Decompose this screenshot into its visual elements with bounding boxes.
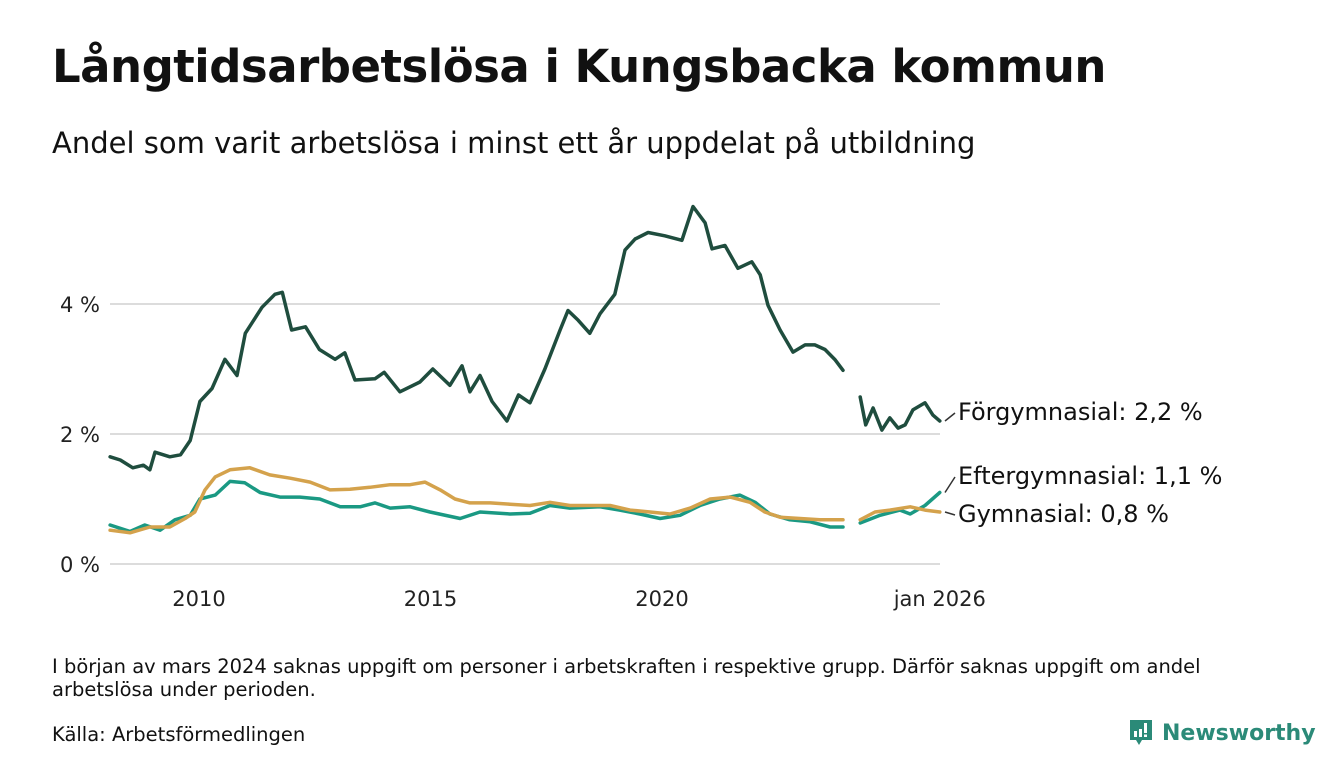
series-end-label: Gymnasial: 0,8 %	[958, 500, 1169, 528]
label-leader	[944, 511, 956, 516]
series-line-förgymnasial	[858, 395, 942, 432]
chart-title: Långtidsarbetslösa i Kungsbacka kommun	[52, 40, 1106, 93]
chart-subtitle: Andel som varit arbetslösa i minst ett å…	[52, 126, 976, 160]
series-line-eftergymnasial	[858, 490, 942, 525]
x-tick-label: 2015	[404, 587, 457, 611]
brand-name: Newsworthy	[1162, 720, 1316, 746]
series-line-eftergymnasial	[108, 479, 845, 534]
series-line-förgymnasial	[108, 204, 845, 472]
source-text: Källa: Arbetsförmedlingen	[52, 723, 306, 746]
series-line-gymnasial	[108, 466, 845, 535]
series-end-label: Eftergymnasial: 1,1 %	[958, 462, 1222, 490]
newsworthy-logo: Newsworthy	[1128, 718, 1316, 748]
series-line-gymnasial	[858, 505, 942, 522]
label-leader	[944, 476, 956, 493]
y-tick-label: 0 %	[60, 553, 100, 577]
line-chart: 0 % 2 % 4 % 2010 2015 2020 jan 2026 Förgymnasia…	[60, 204, 1222, 611]
y-tick-label: 2 %	[60, 423, 100, 447]
x-tick-label: 2010	[172, 587, 225, 611]
label-leader	[944, 412, 956, 422]
footnote: I början av mars 2024 saknas uppgift om …	[52, 655, 1201, 701]
x-tick-label: jan 2026	[893, 587, 986, 611]
y-tick-label: 4 %	[60, 293, 100, 317]
series-end-label: Förgymnasial: 2,2 %	[958, 398, 1203, 426]
x-tick-label: 2020	[635, 587, 688, 611]
logo-chart-icon	[1130, 720, 1152, 745]
